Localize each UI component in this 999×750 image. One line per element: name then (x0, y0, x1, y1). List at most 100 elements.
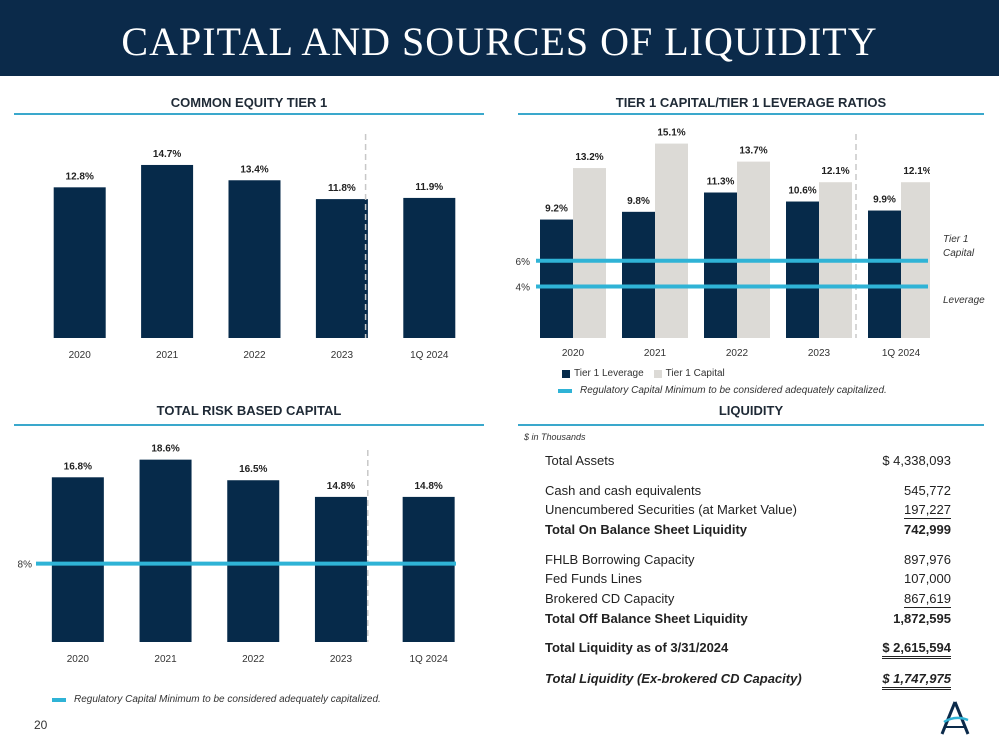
bar (786, 201, 819, 338)
row-value: 742,999 (904, 522, 951, 537)
data-label: 13.4% (240, 164, 268, 175)
tick-label: 2022 (242, 654, 265, 665)
bar (704, 192, 737, 338)
row-label: FHLB Borrowing Capacity (545, 552, 695, 567)
data-label: 13.7% (739, 146, 767, 157)
row-value: 107,000 (904, 571, 951, 586)
table-row: Fed Funds Lines 107,000 (545, 571, 955, 589)
bar (227, 480, 280, 642)
data-label: 9.2% (545, 204, 568, 215)
bar (139, 459, 192, 642)
bar (228, 180, 281, 338)
trbc-title: TOTAL RISK BASED CAPITAL (156, 403, 342, 418)
row-label: Cash and cash equivalents (545, 483, 702, 498)
data-label: 9.9% (873, 195, 896, 206)
bar (314, 496, 367, 642)
page-title: CAPITAL AND SOURCES OF LIQUIDITY (121, 18, 878, 64)
tick-label: 2021 (156, 350, 179, 361)
tick-label: 2020 (562, 348, 585, 359)
tick-label: 2021 (644, 348, 667, 359)
trbc-reg-note: Regulatory Capital Minimum to be conside… (52, 694, 381, 705)
row-label: Brokered CD Capacity (545, 591, 675, 606)
cet1-title: COMMON EQUITY TIER 1 (170, 95, 328, 110)
row-label: Total Assets (545, 453, 615, 468)
reg-line-swatch (558, 388, 572, 393)
table-row: Unencumbered Securities (at Market Value… (545, 502, 955, 520)
tier1-legend: Tier 1 Leverage Tier 1 Capital (562, 368, 735, 379)
bar (573, 168, 606, 338)
data-label: 12.1% (903, 166, 930, 177)
bar (403, 197, 456, 338)
row-value: 197,227 (904, 502, 951, 519)
reference-label: 8% (18, 560, 33, 571)
data-label: 11.8% (328, 183, 356, 194)
row-value: 545,772 (904, 483, 951, 498)
data-label: 11.3% (707, 177, 735, 188)
data-label: 12.8% (66, 171, 94, 182)
row-label: Total Off Balance Sheet Liquidity (545, 611, 748, 626)
row-value: $ 2,615,594 (882, 640, 951, 659)
row-label: Fed Funds Lines (545, 571, 642, 586)
bar (540, 219, 573, 338)
liquidity-unit: $ in Thousands (524, 432, 586, 442)
tier1-rule (518, 113, 984, 115)
leverage-line-label: Leverage (943, 295, 985, 306)
liquidity-title: LIQUIDITY (718, 403, 784, 418)
data-label: 15.1% (657, 128, 685, 139)
header-bar: CAPITAL AND SOURCES OF LIQUIDITY (0, 0, 999, 76)
data-label: 12.1% (821, 166, 849, 177)
tick-label: 2023 (808, 348, 831, 359)
trbc-rule (14, 424, 484, 426)
tick-label: 2020 (69, 350, 92, 361)
row-value: $ 1,747,975 (882, 671, 951, 690)
bar (737, 161, 770, 338)
tick-label: 2022 (726, 348, 749, 359)
row-label: Unencumbered Securities (at Market Value… (545, 502, 797, 517)
bar (868, 210, 901, 338)
tier1-title: TIER 1 CAPITAL/TIER 1 LEVERAGE RATIOS (615, 95, 887, 110)
row-label: Total Liquidity (Ex-brokered CD Capacity… (545, 671, 802, 686)
table-row: Total On Balance Sheet Liquidity 742,999 (545, 522, 955, 540)
data-label: 14.8% (414, 481, 442, 492)
bar (315, 199, 368, 338)
bar (622, 211, 655, 338)
row-value: 1,872,595 (893, 611, 951, 626)
table-row: Total Assets $ 4,338,093 (545, 453, 955, 471)
data-label: 14.7% (153, 149, 181, 160)
data-label: 16.5% (239, 464, 267, 475)
bar (402, 496, 455, 642)
tick-label: 1Q 2024 (882, 348, 921, 359)
data-label: 11.9% (415, 182, 443, 193)
data-label: 9.8% (627, 196, 650, 207)
table-row: FHLB Borrowing Capacity 897,976 (545, 552, 955, 570)
liquidity-rule (518, 424, 984, 426)
data-label: 18.6% (151, 444, 179, 455)
row-value: 897,976 (904, 552, 951, 567)
bar (141, 164, 194, 338)
tick-label: 2020 (67, 654, 90, 665)
tick-label: 2023 (331, 350, 354, 361)
reference-label: 4% (516, 283, 531, 294)
data-label: 16.8% (64, 461, 92, 472)
tier1-reg-note: Regulatory Capital Minimum to be conside… (558, 385, 887, 396)
table-row: Total Off Balance Sheet Liquidity 1,872,… (545, 611, 955, 629)
table-row: Total Liquidity (Ex-brokered CD Capacity… (545, 671, 955, 690)
tier1-capital-line-label: Tier 1 Capital (943, 234, 975, 259)
row-value: 867,619 (904, 591, 951, 608)
tick-label: 2022 (243, 350, 266, 361)
tick-label: 2021 (154, 654, 177, 665)
table-row: Total Liquidity as of 3/31/2024 $ 2,615,… (545, 640, 955, 659)
table-row: Brokered CD Capacity 867,619 (545, 591, 955, 609)
tick-label: 1Q 2024 (410, 350, 449, 361)
reference-label: 6% (516, 257, 531, 268)
legend-item-capital: Tier 1 Capital (653, 368, 725, 379)
bar (655, 143, 688, 338)
data-label: 13.2% (575, 152, 603, 163)
row-label: Total Liquidity as of 3/31/2024 (545, 640, 729, 655)
tier1-chart: 9.2% 13.2% 2020 9.8% 15.1% 2021 11.3% 13.7% 2022… (516, 128, 930, 359)
cet1-rule (14, 113, 484, 115)
data-label: 10.6% (788, 186, 816, 197)
table-row: Cash and cash equivalents 545,772 (545, 483, 955, 501)
trbc-chart: 16.8% 2020 18.6% 2021 16.5% 2022 14.8% 2023 14.8… (18, 444, 456, 665)
row-value: $ 4,338,093 (882, 453, 951, 468)
